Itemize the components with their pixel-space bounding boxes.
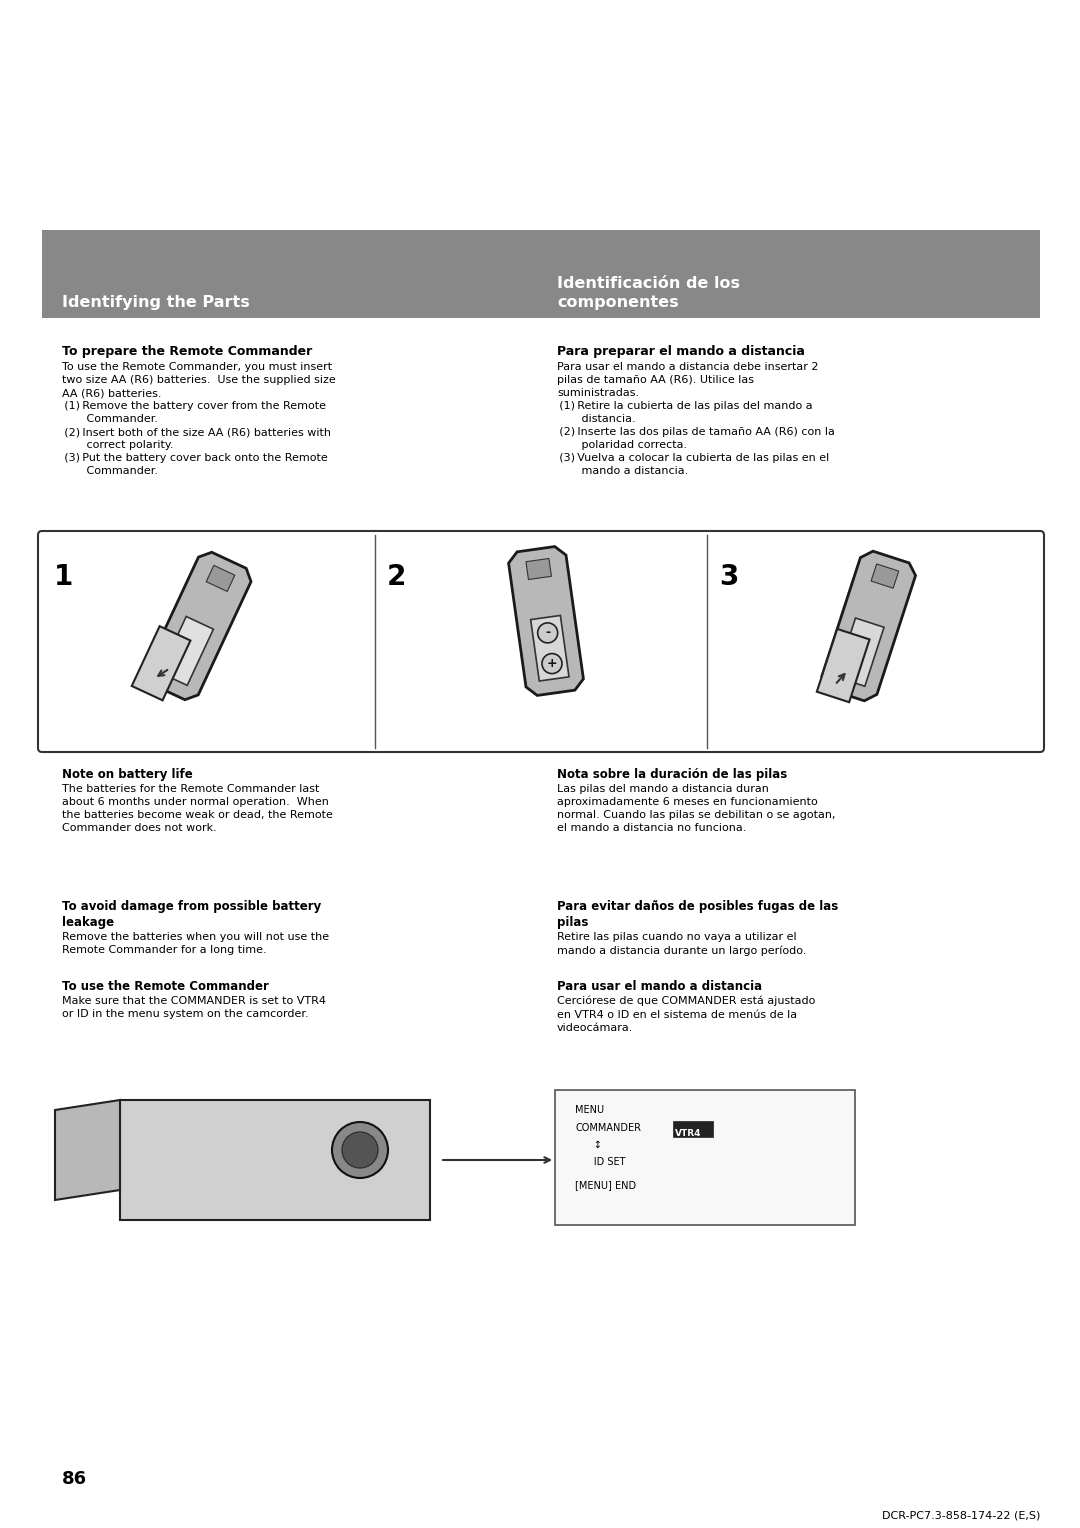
Text: The batteries for the Remote Commander last
about 6 months under normal operatio: The batteries for the Remote Commander l… [62,784,333,833]
Text: Nota sobre la duración de las pilas: Nota sobre la duración de las pilas [557,769,787,781]
Text: To use the Remote Commander: To use the Remote Commander [62,979,269,993]
Bar [555,1089,855,1225]
Text: Remove the batteries when you will not use the
Remote Commander for a long time.: Remove the batteries when you will not u… [62,932,329,955]
Text: Para preparar el mando a distancia: Para preparar el mando a distancia [557,345,805,358]
Polygon shape [120,1100,430,1219]
Polygon shape [132,626,190,700]
Text: To avoid damage from possible battery
leakage: To avoid damage from possible battery le… [62,900,321,929]
Text: DCR-PC7.3-858-174-22 (E,S): DCR-PC7.3-858-174-22 (E,S) [881,1510,1040,1520]
Polygon shape [160,616,214,686]
Text: Las pilas del mando a distancia duran
aproximadamente 6 meses en funcionamiento
: Las pilas del mando a distancia duran ap… [557,784,836,833]
Text: componentes: componentes [557,295,678,310]
Circle shape [342,1132,378,1167]
Polygon shape [816,630,869,703]
Text: 3: 3 [719,562,739,591]
Text: VTR4: VTR4 [675,1129,702,1138]
Text: [MENU] END: [MENU] END [575,1180,636,1190]
Text: Note on battery life: Note on battery life [62,769,192,781]
Polygon shape [872,564,899,588]
Bar [673,1122,713,1137]
Text: To prepare the Remote Commander: To prepare the Remote Commander [62,345,312,358]
Text: Identificación de los: Identificación de los [557,277,740,290]
Bar [42,231,1040,318]
Polygon shape [530,616,569,681]
Polygon shape [526,559,552,579]
Polygon shape [509,547,583,695]
Text: -: - [545,626,550,639]
Circle shape [538,623,557,643]
Circle shape [332,1122,388,1178]
Text: ↕: ↕ [575,1140,602,1151]
Text: MENU: MENU [575,1105,604,1115]
Polygon shape [822,552,916,701]
Text: Identifying the Parts: Identifying the Parts [62,295,249,310]
Text: Para usar el mando a distancia: Para usar el mando a distancia [557,979,762,993]
Text: Para usar el mando a distancia debe insertar 2
pilas de tamaño AA (R6). Utilice : Para usar el mando a distancia debe inse… [557,362,835,477]
Text: Retire las pilas cuando no vaya a utilizar el
mando a distancia durante un largo: Retire las pilas cuando no vaya a utiliz… [557,932,807,955]
Polygon shape [55,1100,120,1199]
FancyBboxPatch shape [38,532,1044,752]
Text: To use the Remote Commander, you must insert
two size AA (R6) batteries.  Use th: To use the Remote Commander, you must in… [62,362,336,477]
Text: 2: 2 [387,562,406,591]
Text: COMMANDER: COMMANDER [575,1123,642,1132]
Text: 86: 86 [62,1470,87,1488]
Polygon shape [146,552,251,700]
Polygon shape [836,617,885,686]
Polygon shape [206,565,234,591]
Circle shape [542,654,562,674]
Text: Cerciórese de que COMMANDER está ajustado
en VTR4 o ID en el sistema de menús de: Cerciórese de que COMMANDER está ajustad… [557,996,815,1033]
Text: Para evitar daños de posibles fugas de las
pilas: Para evitar daños de posibles fugas de l… [557,900,838,929]
Text: +: + [546,657,557,671]
Text: 1: 1 [54,562,73,591]
Text: Make sure that the COMMANDER is set to VTR4
or ID in the menu system on the camc: Make sure that the COMMANDER is set to V… [62,996,326,1019]
Text: ID SET: ID SET [575,1157,625,1167]
